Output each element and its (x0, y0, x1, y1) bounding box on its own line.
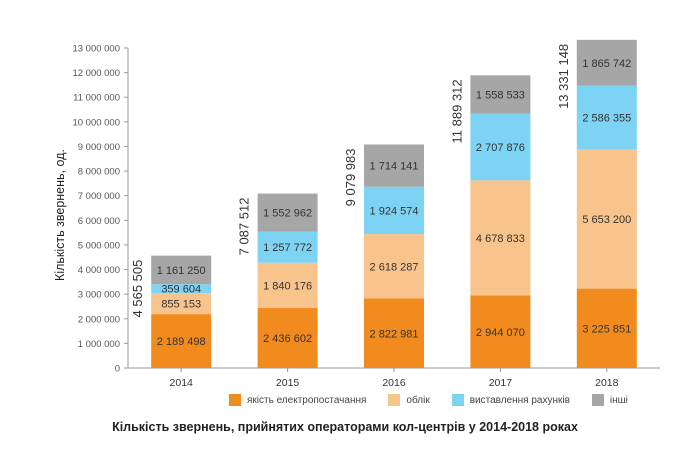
bar-segment (576, 288, 637, 368)
x-tick-label: 2015 (276, 377, 300, 389)
legend: якість електропостачання облік виставлен… (229, 394, 628, 406)
bar-segment (470, 113, 531, 181)
bar-segment (470, 295, 531, 368)
y-tick-label: 12 000 000 (72, 68, 120, 79)
bar-segment (364, 144, 424, 187)
legend-item-other: інші (591, 394, 628, 406)
y-tick-label: 4 000 000 (78, 265, 120, 276)
data-label: 4 678 833 (476, 233, 525, 245)
bar-segment (151, 314, 212, 368)
bar-segment (364, 186, 424, 235)
x-tick-label: 2016 (382, 377, 406, 389)
bar-segment (364, 298, 424, 368)
data-label: 1 552 962 (263, 208, 312, 220)
y-tick-label: 5 000 000 (78, 240, 120, 251)
data-label: 359 604 (161, 284, 201, 296)
data-label: 2 618 287 (370, 261, 419, 273)
data-label: 2 189 498 (157, 336, 206, 348)
stacked-bar-chart: Кількість звернень, од. 0 1 000 000 2 000 … (53, 39, 660, 389)
legend-swatch-metering (388, 394, 401, 406)
data-label: 1 714 141 (370, 161, 419, 173)
data-label: 2 822 981 (370, 328, 419, 340)
legend-swatch-other (591, 394, 604, 406)
bar-segment (576, 39, 637, 86)
labels-group: 2 189 498 855 153 359 604 1 161 250 4 565 50… (130, 44, 631, 348)
data-label: 2 707 876 (476, 142, 525, 154)
data-label: 1 161 250 (157, 265, 206, 277)
legend-swatch-billing (451, 394, 464, 406)
legend-swatch-quality (229, 394, 241, 406)
data-label: 1 257 772 (263, 242, 312, 254)
data-label: 1 924 574 (370, 205, 419, 217)
y-tick-label: 3 000 000 (78, 290, 120, 301)
y-axis-label: Кількість звернень, од. (53, 149, 67, 281)
data-label: 1 558 533 (476, 90, 525, 102)
bar-segment (470, 180, 531, 296)
data-label: 1 840 176 (263, 280, 312, 292)
bar-segment (257, 231, 318, 263)
bar-segment (257, 308, 318, 368)
bar-segment (364, 234, 424, 299)
data-label: 2 586 355 (582, 113, 631, 125)
bar-segment (576, 85, 637, 150)
total-label: 13 331 148 (556, 44, 571, 109)
legend-label-other: інші (609, 394, 628, 406)
total-label: 9 079 983 (343, 148, 358, 206)
legend-item-metering: облік (388, 394, 430, 406)
legend-item-billing: виставлення рахунків (451, 394, 570, 406)
x-tick-label: 2018 (595, 377, 619, 389)
bars-group (151, 39, 637, 368)
data-label: 855 153 (161, 299, 201, 311)
total-label: 11 889 312 (449, 79, 464, 143)
legend-label-quality: якість електропостачання (247, 394, 367, 406)
data-label: 2 436 602 (263, 333, 312, 345)
y-tick-label: 13 000 000 (72, 44, 120, 55)
bar-segment (257, 262, 318, 309)
y-tick-label: 8 000 000 (78, 167, 120, 178)
legend-label-billing: виставлення рахунків (469, 394, 570, 406)
data-label: 3 225 851 (582, 323, 631, 335)
x-tick-label: 2014 (170, 377, 194, 389)
bar-segment (470, 75, 531, 114)
y-tick-label: 2 000 000 (78, 314, 120, 325)
y-tick-label: 0 (115, 364, 120, 375)
total-label: 7 087 512 (237, 198, 252, 256)
data-label: 1 865 742 (582, 58, 631, 70)
y-tick-label: 10 000 000 (72, 117, 120, 128)
total-label: 4 565 505 (130, 260, 145, 318)
data-label: 2 944 070 (476, 327, 525, 339)
legend-item-quality: якість електропостачання (229, 394, 366, 406)
chart-title: Кількість звернень, прийнятих операторам… (112, 420, 578, 434)
y-tick-label: 11 000 000 (73, 93, 120, 104)
bar-segment (151, 284, 212, 294)
y-tick-label: 7 000 000 (78, 191, 120, 202)
legend-label-metering: облік (406, 394, 430, 406)
y-tick-label: 1 000 000 (78, 339, 120, 350)
x-tick-label: 2017 (489, 377, 513, 389)
y-tick-label: 6 000 000 (78, 216, 120, 227)
y-tick-label: 9 000 000 (78, 142, 120, 153)
data-label: 5 653 200 (582, 214, 631, 226)
bar-segment (257, 193, 318, 232)
bar-segment (151, 255, 212, 285)
bar-segment (576, 149, 637, 289)
axes: 0 1 000 000 2 000 000 3 000 000 4 000 000 5 0… (72, 44, 660, 389)
bar-segment (151, 293, 212, 315)
